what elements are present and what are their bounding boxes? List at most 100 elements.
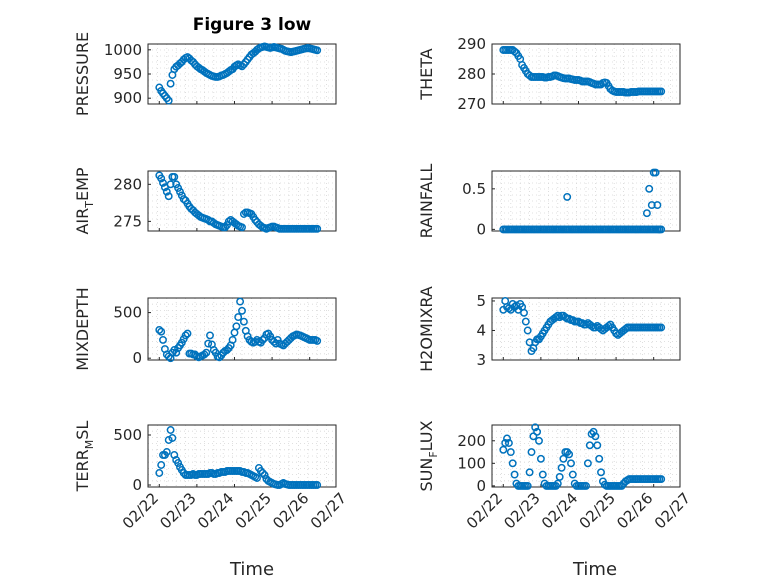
data-point <box>162 187 171 196</box>
data-point <box>589 427 598 436</box>
data-point <box>164 192 173 201</box>
data-point <box>155 325 164 334</box>
data-point <box>313 336 322 345</box>
grid <box>148 425 336 487</box>
data-point <box>183 329 192 338</box>
data-point <box>591 432 600 441</box>
y-tick-label: 500 <box>113 304 142 322</box>
data-point <box>179 195 188 204</box>
data-point <box>533 427 542 436</box>
subplot-rainfall: 0 0.5 RAINFALL <box>417 164 681 239</box>
data-point <box>168 434 177 442</box>
y-tick-label: 0 <box>132 349 142 367</box>
xlabel-left: Time <box>229 559 274 580</box>
data-point <box>503 434 511 443</box>
data-point <box>228 335 237 344</box>
y-tick-label: 4 <box>476 321 486 339</box>
x-tick-label: 02/27 <box>651 489 694 532</box>
x-tick-label: 02/24 <box>538 489 581 532</box>
series-markers <box>155 297 322 363</box>
y-tick-label: 0.5 <box>462 180 486 198</box>
data-point <box>166 79 175 88</box>
axes-box <box>147 424 337 488</box>
data-point <box>215 353 224 362</box>
data-point <box>655 225 664 234</box>
data-point <box>159 178 167 187</box>
data-point <box>166 426 175 434</box>
data-point <box>166 180 175 189</box>
x-tick-label: 02/22 <box>463 489 506 532</box>
x-tick-label: 02/23 <box>156 489 199 532</box>
subplot-mixdepth: 0 500 MIXDEPTH <box>73 287 337 371</box>
data-point <box>653 201 662 210</box>
data-point <box>565 450 574 459</box>
subplot-theta: 270 280 290 THETA <box>417 35 681 113</box>
data-point <box>221 223 230 232</box>
data-point <box>651 168 660 177</box>
data-point <box>236 297 245 306</box>
xlabel-right: Time <box>572 559 617 580</box>
data-point <box>260 471 269 479</box>
data-point <box>159 335 167 344</box>
y-axis-label: PRESSURE <box>73 32 92 116</box>
y-tick-label: 100 <box>457 454 486 472</box>
data-point <box>642 209 651 218</box>
data-point <box>531 423 540 432</box>
data-point <box>172 348 181 357</box>
data-point <box>538 470 547 479</box>
data-point <box>162 448 171 456</box>
figure-title: Figure 3 low <box>193 15 312 35</box>
data-point <box>593 441 602 450</box>
data-point <box>568 470 577 479</box>
data-point <box>164 96 173 105</box>
data-point <box>157 174 166 183</box>
series-markers <box>499 297 666 356</box>
y-tick-label: 0 <box>476 477 486 495</box>
data-point <box>527 448 536 457</box>
subplot-air-temp: 275 280 AIRTEMP <box>73 167 337 235</box>
data-point <box>157 461 166 469</box>
x-tick-label: 02/27 <box>307 489 350 532</box>
data-point <box>647 201 656 210</box>
data-point <box>232 322 241 331</box>
data-point <box>553 311 562 320</box>
series-markers <box>499 423 666 490</box>
data-point <box>520 308 528 317</box>
y-axis-label: THETA <box>417 48 436 100</box>
data-point <box>258 469 267 477</box>
y-axis-label: H2OMIXRA <box>417 286 436 372</box>
series-markers <box>155 426 322 489</box>
data-point <box>506 448 515 457</box>
x-tick-label: 02/25 <box>576 489 619 532</box>
data-point <box>234 313 243 322</box>
data-point <box>238 223 246 232</box>
data-point <box>204 339 213 348</box>
data-point <box>657 87 666 96</box>
data-point <box>200 350 209 359</box>
data-point <box>657 475 666 484</box>
axes-box <box>491 424 681 488</box>
x-tick-label: 02/25 <box>232 489 275 532</box>
y-tick-label: 280 <box>457 65 486 83</box>
data-point <box>523 326 532 335</box>
axes-box <box>491 297 681 361</box>
y-axis-label: RAINFALL <box>417 164 436 239</box>
y-tick-label: 275 <box>113 212 142 230</box>
data-point <box>313 46 322 55</box>
data-point <box>563 192 572 201</box>
data-point <box>313 481 322 489</box>
data-point <box>525 338 534 347</box>
data-point <box>657 323 666 332</box>
y-tick-label: 3 <box>476 351 486 369</box>
grid <box>492 425 680 487</box>
x-tick-label: 02/26 <box>269 489 312 532</box>
x-tick-label: 02/23 <box>500 489 543 532</box>
x-tick-label: 02/22 <box>119 489 162 532</box>
data-point <box>536 454 545 463</box>
data-point <box>181 331 190 340</box>
data-point <box>501 439 510 447</box>
data-point <box>155 469 164 477</box>
data-point <box>504 439 513 447</box>
